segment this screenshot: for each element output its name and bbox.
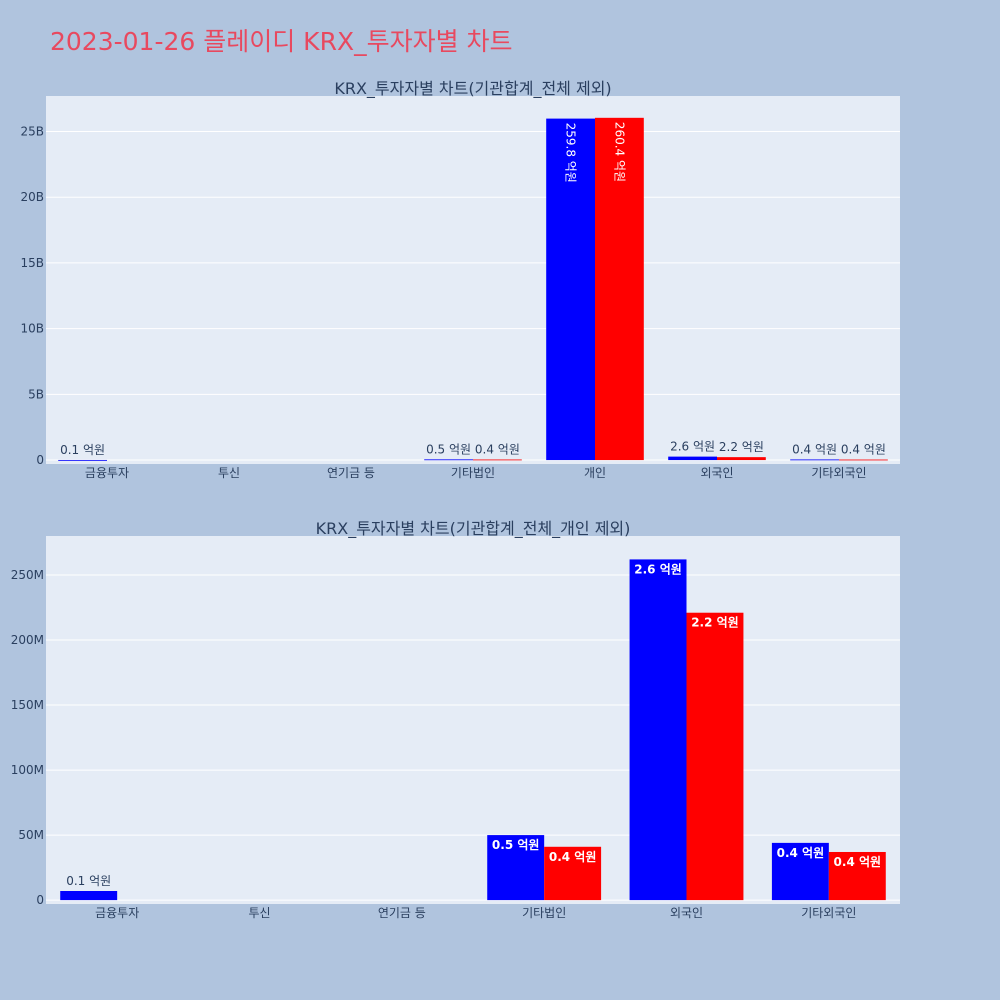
- data-label: 259.8 억원: [564, 123, 578, 183]
- x-tick-label: 기타외국인: [811, 466, 866, 480]
- bar: [828, 851, 886, 901]
- y-tick-label: 25B: [20, 124, 44, 138]
- y-tick-label: 5B: [28, 387, 44, 401]
- bar: [629, 559, 687, 901]
- bar: [686, 612, 744, 901]
- bar: [60, 890, 118, 901]
- bar: [58, 459, 107, 461]
- bar: [487, 835, 545, 901]
- bar: [790, 459, 839, 461]
- x-tick-label: 투신: [218, 466, 240, 480]
- data-label: 0.5 억원: [426, 442, 471, 456]
- bar: [544, 846, 602, 901]
- x-tick-label: 투신: [248, 906, 270, 920]
- data-label: 0.1 억원: [60, 443, 105, 457]
- data-label: 0.4 억원: [475, 443, 520, 457]
- y-tick-label: 200M: [11, 633, 44, 647]
- x-tick-label: 기타법인: [522, 906, 566, 920]
- page-title: 2023-01-26 플레이디 KRX_투자자별 차트: [50, 27, 513, 56]
- data-label: 0.5 억원: [492, 838, 540, 852]
- data-label: 2.6 억원: [670, 440, 715, 454]
- chart-2: 0 50M 100M 150M 200M 250M KRX_투자자별 차트(기관합계_전체_…: [11, 519, 900, 920]
- chart-1: 0 5B 10B 15B 20B 25B KRX_투자자별 차트(기관합계_전체 제외) 금융…: [20, 79, 900, 480]
- bar: [839, 459, 888, 461]
- bar: [546, 118, 595, 461]
- data-label: 0.4 억원: [792, 442, 837, 456]
- y-tick-label: 10B: [20, 322, 44, 336]
- y-tick-label: 0: [36, 453, 44, 467]
- x-tick-label: 금융투자: [95, 906, 139, 920]
- y-tick-label: 250M: [11, 568, 44, 582]
- chart-title: KRX_투자자별 차트(기관합계_전체_개인 제외): [316, 519, 631, 539]
- bar: [473, 459, 522, 461]
- data-label: 0.4 억원: [834, 855, 882, 869]
- x-tick-label: 기타외국인: [801, 906, 856, 920]
- x-tick-label: 기타법인: [451, 466, 495, 480]
- chart-title: KRX_투자자별 차트(기관합계_전체 제외): [334, 79, 611, 99]
- bar: [595, 117, 644, 461]
- data-label: 2.2 억원: [691, 616, 739, 630]
- x-tick-label: 외국인: [700, 466, 733, 480]
- y-tick-label: 50M: [18, 828, 44, 842]
- data-label: 0.1 억원: [66, 874, 111, 888]
- x-tick-label: 외국인: [670, 906, 703, 920]
- data-label: 2.6 억원: [634, 562, 682, 576]
- x-tick-label: 연기금 등: [327, 466, 375, 480]
- y-tick-label: 0: [36, 893, 44, 907]
- data-label: 0.4 억원: [841, 443, 886, 457]
- data-label: 260.4 억원: [612, 122, 626, 182]
- x-tick-label: 연기금 등: [378, 906, 426, 920]
- bar: [771, 842, 829, 901]
- y-tick-label: 100M: [11, 763, 44, 777]
- data-label: 0.4 억원: [549, 850, 597, 864]
- bar: [668, 456, 717, 461]
- bar: [717, 457, 766, 461]
- bar: [424, 459, 473, 461]
- data-label: 0.4 억원: [777, 846, 825, 860]
- plot-area: [46, 96, 900, 464]
- y-tick-label: 20B: [20, 190, 44, 204]
- x-tick-label: 개인: [584, 466, 606, 480]
- y-tick-label: 150M: [11, 698, 44, 712]
- x-tick-label: 금융투자: [85, 466, 129, 480]
- y-tick-label: 15B: [20, 256, 44, 270]
- plot-area: [46, 536, 900, 904]
- data-label: 2.2 억원: [719, 440, 764, 454]
